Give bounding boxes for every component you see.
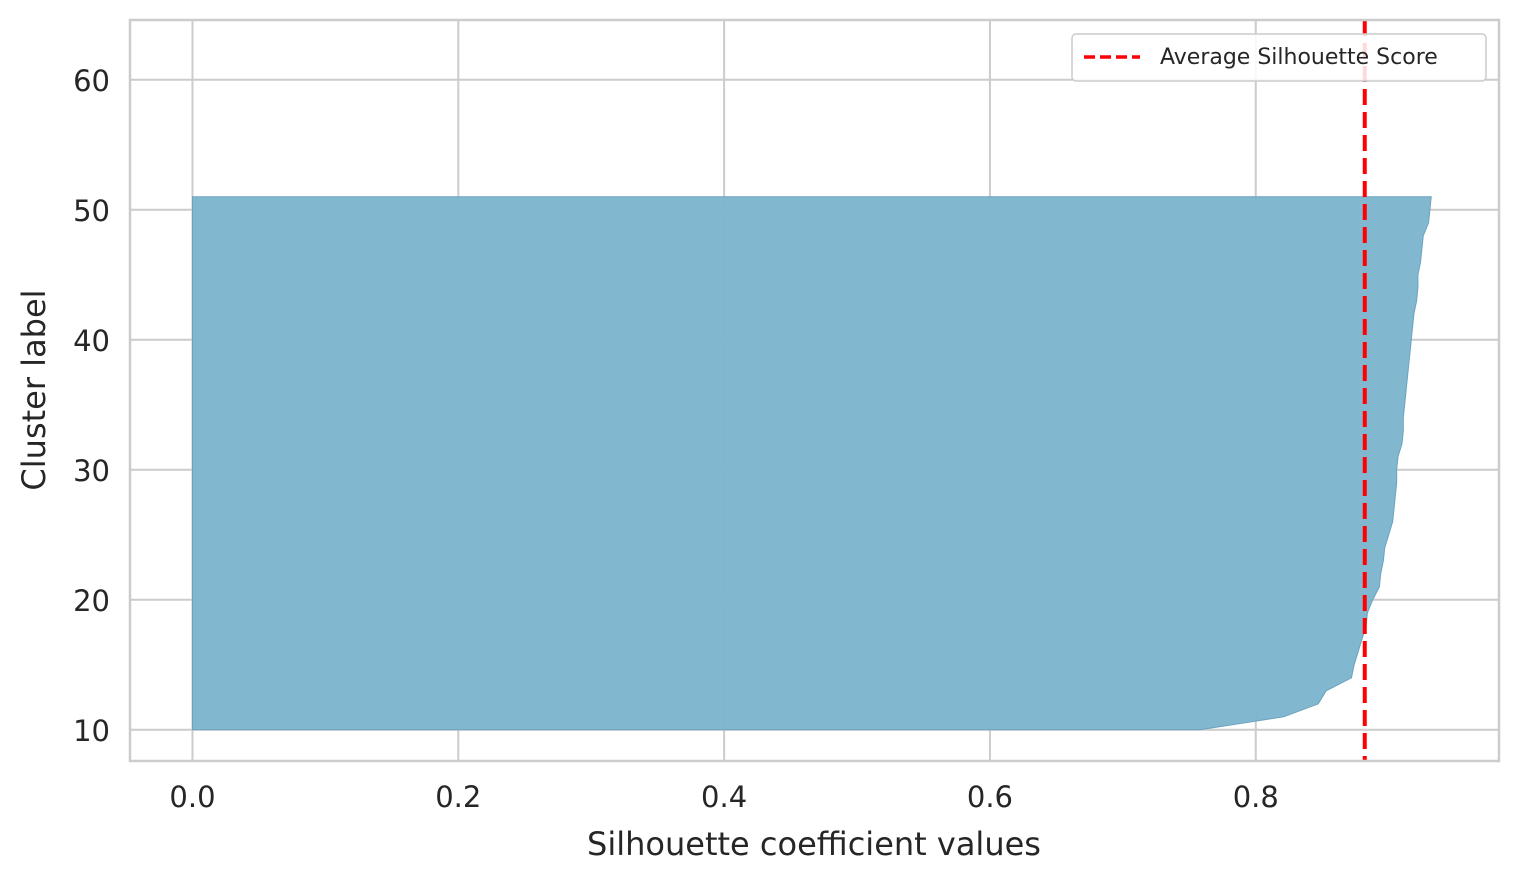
plot-frame <box>128 18 1501 763</box>
y-tick-label: 40 <box>73 324 110 358</box>
x-tick-label: 0.8 <box>1233 780 1279 814</box>
y-tick-label: 20 <box>73 584 110 618</box>
silhouette-area <box>191 196 1432 731</box>
x-tick-labels: 0.0 0.2 0.4 0.6 0.8 <box>169 780 1278 814</box>
legend-label-average: Average Silhouette Score <box>1160 45 1438 70</box>
y-tick-labels: 10 20 30 40 50 60 <box>73 64 110 748</box>
y-tick-label: 60 <box>73 64 110 98</box>
x-tick-label: 0.0 <box>169 780 215 814</box>
x-tick-label: 0.6 <box>967 780 1013 814</box>
y-axis-title: Cluster label <box>15 289 53 490</box>
y-tick-label: 10 <box>73 714 110 748</box>
y-tick-label: 50 <box>73 194 110 228</box>
legend-box <box>1071 33 1487 82</box>
y-tick-label: 30 <box>73 454 110 488</box>
x-tick-label: 0.4 <box>701 780 747 814</box>
legend: Average Silhouette Score <box>1071 33 1487 82</box>
x-axis-title: Silhouette coefficient values <box>587 825 1041 863</box>
x-tick-label: 0.2 <box>435 780 481 814</box>
